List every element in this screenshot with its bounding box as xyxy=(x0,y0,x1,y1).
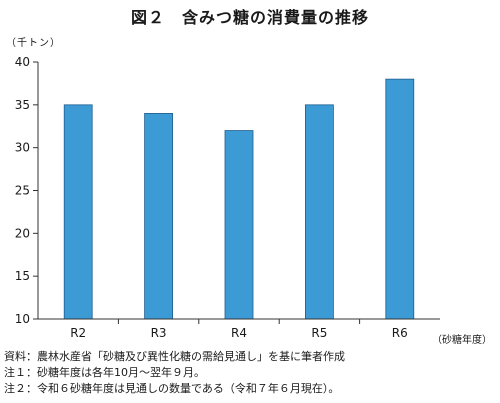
notes: 資料：農林水産省「砂糖及び異性化糖の需給見通し」を基に筆者作成 注１：砂糖年度は… xyxy=(4,349,345,397)
bars xyxy=(63,78,415,320)
bar-R6 xyxy=(385,78,415,320)
y-tick-label: 40 xyxy=(15,55,30,69)
x-tick-label: R6 xyxy=(392,326,408,340)
y-tick-label: 30 xyxy=(15,141,30,155)
y-axis-unit-label: （千トン） xyxy=(6,38,61,49)
x-tick-label: R4 xyxy=(231,326,247,340)
x-tick-label: R2 xyxy=(70,326,86,340)
bar-R5 xyxy=(304,104,334,320)
y-tick-label: 15 xyxy=(15,269,30,283)
x-axis-ticks: R2 R3 R4 R5 R6 xyxy=(70,319,408,340)
bar-R2 xyxy=(63,104,93,320)
x-tick-label: R3 xyxy=(151,326,167,340)
x-axis-unit-label: （砂糖年度） xyxy=(432,335,492,346)
chart-title: 図２ 含みつ糖の消費量の推移 xyxy=(130,8,369,27)
bar-R3 xyxy=(144,113,174,320)
note-1: 注１：砂糖年度は各年10月～翌年９月。 xyxy=(4,366,205,379)
bar-R4 xyxy=(224,130,254,320)
y-axis-ticks: 10 15 20 25 30 35 40 xyxy=(15,55,38,326)
source-note: 資料：農林水産省「砂糖及び異性化糖の需給見通し」を基に筆者作成 xyxy=(4,350,345,363)
y-tick-label: 10 xyxy=(15,312,30,326)
y-tick-label: 20 xyxy=(15,226,30,240)
x-tick-label: R5 xyxy=(311,326,327,340)
note-2: 注２：令和６砂糖年度は見通しの数量である（令和７年６月現在）。 xyxy=(4,382,340,395)
y-tick-label: 35 xyxy=(15,98,30,112)
y-tick-label: 25 xyxy=(15,184,30,198)
